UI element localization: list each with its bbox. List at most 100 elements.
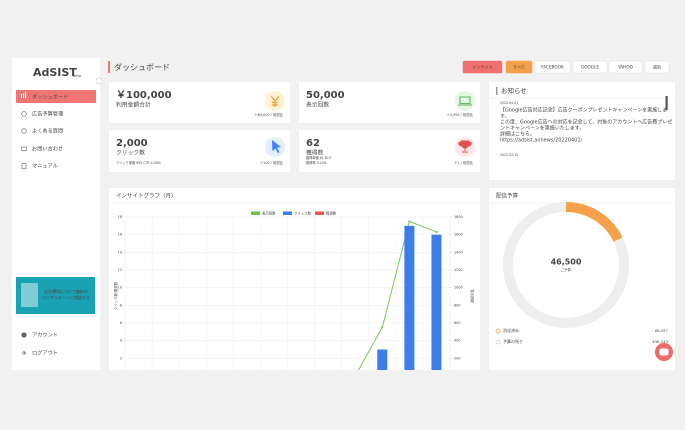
y-tick-label: 6	[120, 321, 122, 325]
stat-sub: 獲得単価 ¥1,613	[306, 155, 331, 160]
legend-dot	[495, 339, 501, 345]
filter-button[interactable]	[644, 60, 670, 74]
stat-sub: クリック単価 ¥50 CTR 4.00%	[116, 160, 161, 165]
page-title: ダッシュボード	[114, 62, 170, 72]
stat-value: 50,000	[306, 90, 345, 101]
stat-note: ＋100 / 前週比	[260, 160, 284, 165]
line-point	[192, 375, 194, 377]
sidebar-toggle[interactable]	[95, 77, 103, 85]
bar	[377, 349, 388, 370]
y2-tick-label: 400	[454, 339, 460, 343]
y2-tick-label: 1600	[454, 233, 463, 237]
y2-tick-label: 800	[454, 303, 460, 307]
y-tick-label: 4	[120, 339, 122, 343]
budget-total: 46,500	[551, 258, 582, 267]
banner-illustration	[21, 283, 38, 307]
y-tick-label: 0	[120, 374, 122, 378]
filter-button-label[interactable]: 週別	[653, 63, 661, 70]
y-tick-label: 18	[118, 215, 122, 219]
sidebar	[12, 58, 100, 370]
y-tick-label: 8	[120, 303, 122, 307]
legend-swatch	[251, 211, 260, 215]
budget-item-name: 消化済み	[503, 327, 519, 333]
stat-label: 利用金額合計	[116, 101, 151, 109]
budget-caption: ご予算	[561, 267, 572, 272]
banner-text: コンサルタントに相談する	[42, 294, 90, 300]
y2-tick-label: 1800	[454, 215, 463, 219]
stat-value: 2,000	[116, 138, 148, 149]
y2-tick-label: 600	[454, 321, 460, 325]
filter-button[interactable]	[534, 60, 571, 74]
line-point	[435, 231, 438, 234]
budget-title: 配信予算	[496, 192, 519, 200]
menu-item[interactable]: ダッシュボード	[32, 93, 68, 101]
notice-link[interactable]: https://adsist.ai/news/20220401/	[500, 138, 583, 144]
notice-date: 2022.04.01	[500, 101, 518, 105]
yen-icon	[270, 95, 280, 107]
filter-button-label[interactable]: FACEBOOK	[541, 64, 564, 69]
filter-button-label[interactable]: YAHOO	[617, 64, 634, 69]
line-point	[327, 375, 329, 377]
notice-date: 2022.03.15	[500, 153, 518, 157]
y-tick-label: 16	[118, 233, 122, 237]
legend-dot	[495, 328, 501, 334]
line-point	[138, 375, 140, 377]
line-point	[300, 375, 302, 377]
filter-button[interactable]	[505, 60, 533, 74]
icon-bg	[455, 91, 475, 111]
notice-headline: 【Google広告対応記念】広告クーポンプレゼントキャンペーンを実施しま	[500, 107, 667, 114]
line-point	[381, 326, 384, 329]
y-tick-label: 12	[118, 268, 122, 272]
laptop-icon	[458, 96, 472, 106]
footer-item[interactable]: アカウント	[32, 331, 58, 339]
stat-card	[299, 130, 480, 172]
stat-card	[299, 82, 480, 123]
stat-card	[109, 82, 290, 123]
y2-tick-label: 1000	[454, 286, 463, 290]
plot: 0 2 4 6 8 10 12 14 16 18 0 200 400 600 800 1000 1200 1400…	[113, 215, 475, 378]
menu-item[interactable]: マニュアル	[32, 163, 58, 170]
footer-item[interactable]: ログアウト	[32, 349, 58, 357]
y-tick-label: 2	[120, 356, 122, 360]
menu-active-bg[interactable]	[16, 90, 96, 103]
banner-text: 広告運用について無料の	[44, 288, 88, 294]
y2-axis-title: 表示回数	[470, 289, 475, 303]
stat-note: ＋5,000 / 前週比	[446, 112, 473, 117]
y2-tick-label: 1200	[454, 268, 463, 272]
line-point	[219, 375, 221, 377]
notice-card	[489, 82, 675, 180]
line-point	[273, 375, 275, 377]
menu-item[interactable]: よくある質問	[32, 127, 63, 135]
scrollbar[interactable]	[665, 96, 668, 110]
chat-icon[interactable]	[659, 348, 669, 356]
trophy-icon	[458, 140, 472, 153]
banner[interactable]	[16, 277, 95, 314]
line-point	[246, 375, 248, 377]
stat-note: ＋80,000 / 前週比	[254, 112, 283, 117]
budget-item-value: ¥8,257	[655, 328, 669, 333]
notice-title: お知らせ	[501, 86, 527, 95]
filter-button-label[interactable]: GOOGLE	[581, 64, 599, 69]
filter-button[interactable]	[608, 60, 643, 74]
line-point	[165, 375, 167, 377]
filter-button[interactable]	[462, 60, 503, 74]
legend-swatch	[315, 211, 324, 215]
line-point	[354, 375, 356, 377]
bar	[404, 225, 415, 370]
title-accent	[108, 61, 110, 73]
filter-button[interactable]	[572, 60, 608, 74]
stat-sub: 獲得率 3.10%	[306, 160, 327, 165]
legend-label: 獲得数	[326, 210, 337, 215]
filter-button-label[interactable]: インサイト	[472, 64, 493, 70]
filter-button-label[interactable]: すべて	[513, 64, 525, 70]
donut-segment	[503, 202, 629, 328]
budget-item-value: ¥38,243	[652, 339, 668, 344]
menu-item[interactable]: お問い合わせ	[32, 145, 63, 153]
notice-accent	[496, 87, 498, 95]
menu-item[interactable]: 広告予算管理	[32, 110, 64, 118]
stat-label: 表示回数	[306, 101, 329, 109]
logo-badge: beta	[73, 74, 81, 78]
stat-card	[109, 130, 290, 172]
notice-body: 詳細はこちら。	[500, 131, 535, 138]
